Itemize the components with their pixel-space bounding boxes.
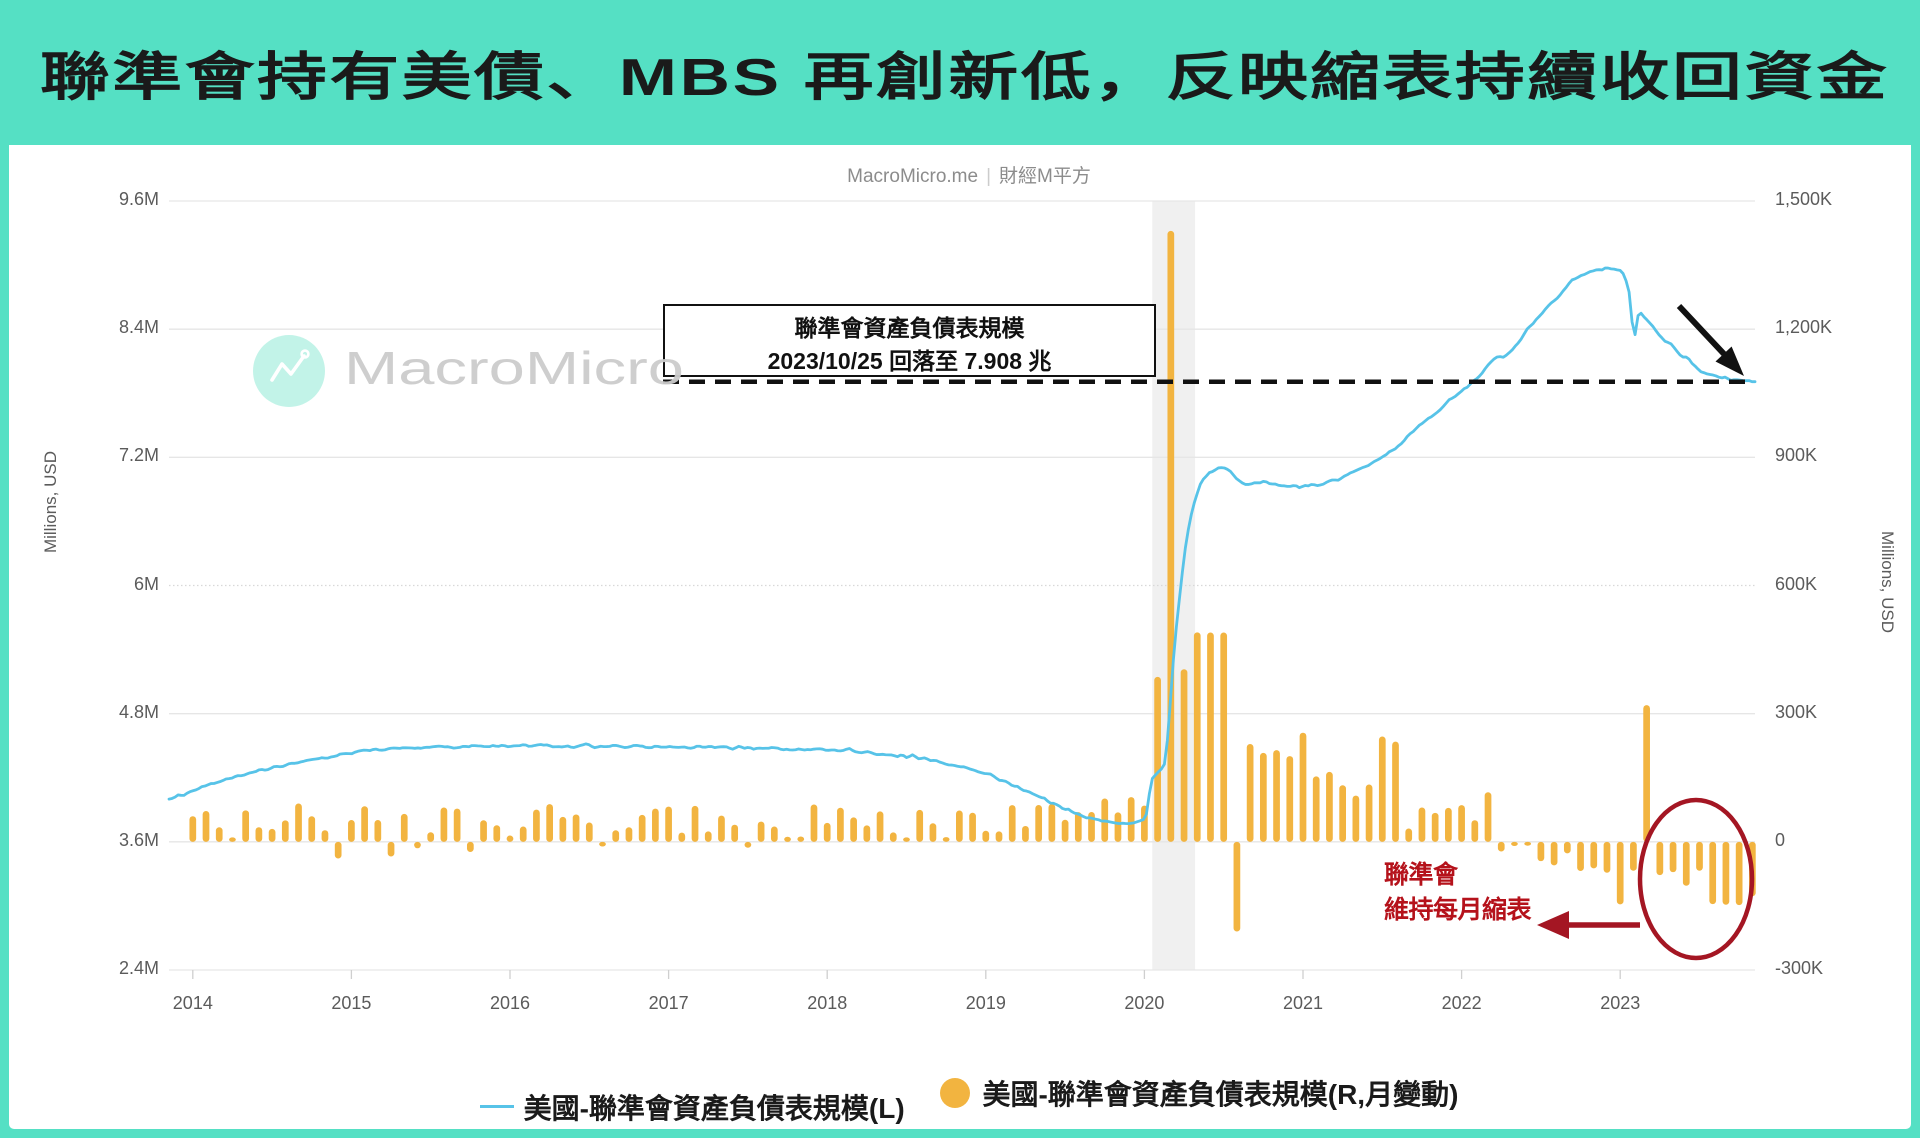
svg-text:MacroMicro: MacroMicro xyxy=(344,342,684,394)
